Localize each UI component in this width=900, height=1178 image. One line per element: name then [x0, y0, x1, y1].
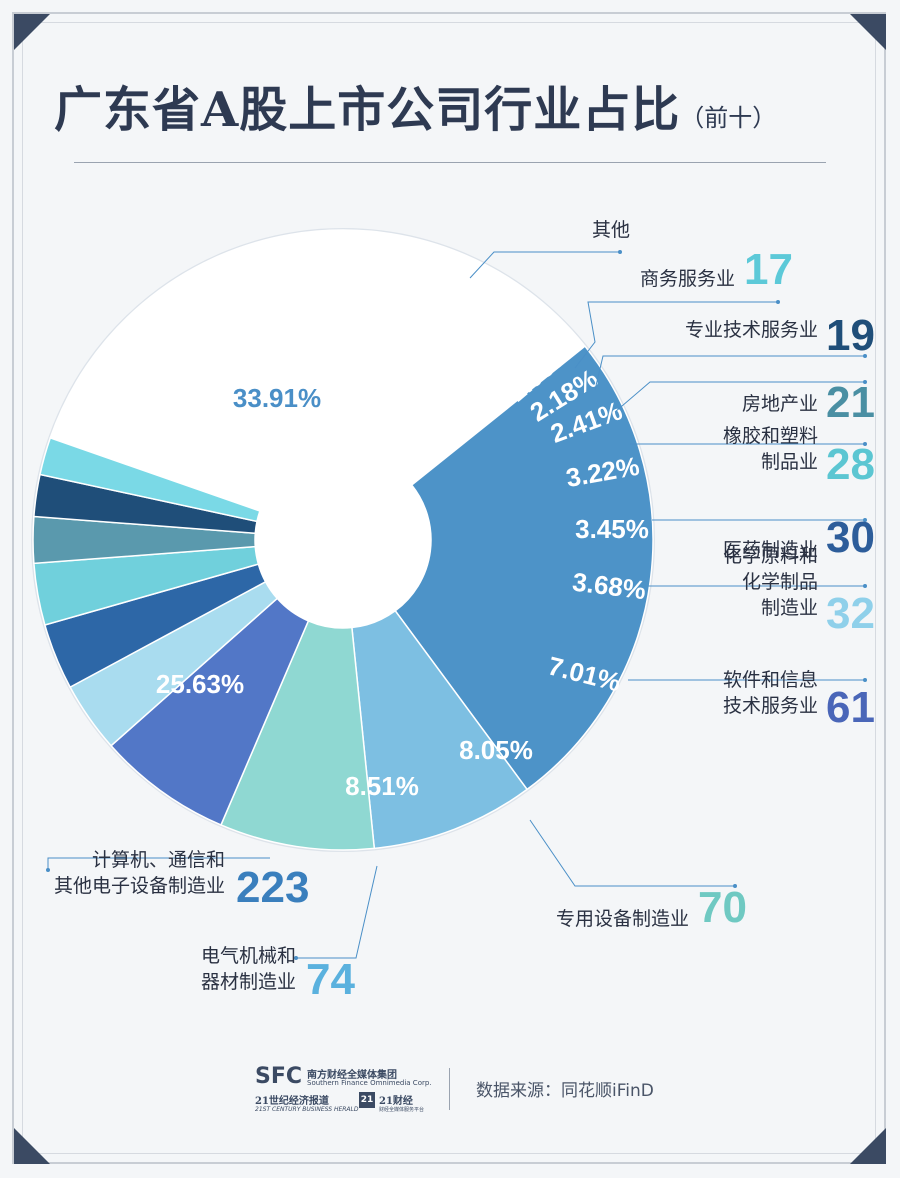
leader-dot-5 — [863, 584, 867, 588]
category-label-8-line-0: 房地产业 — [742, 393, 818, 415]
sfc-logo-text: SFC — [255, 1064, 303, 1089]
category-value-5: 32 — [826, 589, 875, 638]
leader-line-8 — [614, 381, 865, 413]
category-value-1: 223 — [236, 863, 309, 912]
category-label-7-line-1: 制品业 — [761, 451, 818, 473]
data-source: 数据来源：同花顺iFinD — [476, 1081, 654, 1101]
leader-dot-4 — [863, 678, 867, 682]
category-value-4: 61 — [826, 683, 875, 732]
category-label-1-line-1: 其他电子设备制造业 — [54, 875, 225, 897]
category-value-3: 70 — [698, 883, 747, 932]
chart-title: 广东省A股上市公司行业占比（前十） — [54, 70, 776, 140]
leader-line-9 — [594, 355, 865, 391]
category-label-5-line-2: 制造业 — [761, 597, 818, 619]
leader-dot-10 — [776, 300, 780, 304]
donut-hole — [255, 452, 431, 628]
category-label-9-line-0: 专业技术服务业 — [685, 319, 818, 341]
logo-badge: 21 — [359, 1092, 375, 1108]
category-value-10: 17 — [744, 245, 793, 294]
leader-dot-9 — [863, 354, 867, 358]
category-label-5-line-1: 化学制品 — [742, 571, 818, 593]
leader-dot-6 — [863, 518, 867, 522]
leader-dot-3 — [733, 884, 737, 888]
category-value-7: 28 — [826, 440, 875, 489]
corner-ornament-top-left — [14, 14, 50, 50]
leader-line-1 — [47, 857, 270, 870]
leader-dot-7 — [863, 442, 867, 446]
leader-line-3 — [529, 819, 735, 887]
leader-dot-8 — [863, 380, 867, 384]
category-label-1-line-0: 计算机、通信和 — [92, 849, 225, 871]
logo-group-name-en: Southern Finance Omnimedia Corp. — [307, 1079, 432, 1087]
logo-badge-sub: 财经全媒体服务平台 — [379, 1107, 425, 1113]
publisher-logo: SFC 南方财经全媒体集团 Southern Finance Omnimedia… — [255, 1064, 445, 1114]
leader-dot-1 — [46, 868, 50, 872]
pie-percent-label-3: 8.05% — [459, 735, 533, 765]
leader-dot-0 — [618, 250, 622, 254]
outer-frame — [12, 12, 886, 1164]
logo-herald-en: 21ST CENTURY BUSINESS HERALD — [255, 1106, 359, 1113]
corner-ornament-top-right — [850, 14, 886, 50]
leader-dot-2 — [294, 956, 298, 960]
logo-group-name: 南方财经全媒体集团 — [307, 1070, 397, 1081]
logo-badge-text: 21财经 — [379, 1096, 413, 1107]
footer-divider — [449, 1068, 450, 1110]
logo-herald: 21世纪经济报道 — [255, 1096, 329, 1107]
leader-line-2 — [296, 865, 378, 959]
pie-percent-label-2: 8.51% — [345, 771, 419, 801]
category-label-7-line-0: 橡胶和塑料 — [723, 425, 818, 447]
corner-ornament-bottom-right — [850, 1128, 886, 1164]
chart-title-text: 广东省A股上市公司行业占比 — [54, 82, 681, 138]
ring-shadow — [31, 228, 655, 852]
category-label-2-line-0: 电气机械和 — [201, 945, 296, 967]
category-label-6-line-0: 医药制造业 — [723, 539, 818, 561]
inner-frame — [22, 22, 876, 1154]
category-value-6: 30 — [826, 513, 875, 562]
category-label-0-line-0: 其他 — [592, 219, 630, 241]
category-value-9: 19 — [826, 311, 875, 360]
category-value-8: 21 — [826, 378, 875, 427]
category-label-3-line-0: 专用设备制造业 — [556, 908, 689, 930]
category-label-2-line-1: 器材制造业 — [201, 971, 296, 993]
pie-percent-label-0: 33.91% — [233, 383, 321, 413]
pie-percent-label-1: 25.63% — [156, 669, 244, 699]
corner-ornament-bottom-left — [14, 1128, 50, 1164]
category-label-5-line-0: 化学原料和 — [723, 545, 818, 567]
title-divider — [74, 162, 826, 163]
leader-line-0 — [469, 251, 620, 279]
leader-line-10 — [574, 301, 778, 369]
category-label-10-line-0: 商务服务业 — [640, 268, 735, 290]
category-value-2: 74 — [306, 955, 355, 1004]
pie-percent-label-6: 3.45% — [575, 514, 649, 544]
category-label-4-line-1: 技术服务业 — [723, 695, 818, 717]
chart-subtitle: （前十） — [680, 104, 777, 132]
category-label-4-line-0: 软件和信息 — [723, 669, 818, 691]
